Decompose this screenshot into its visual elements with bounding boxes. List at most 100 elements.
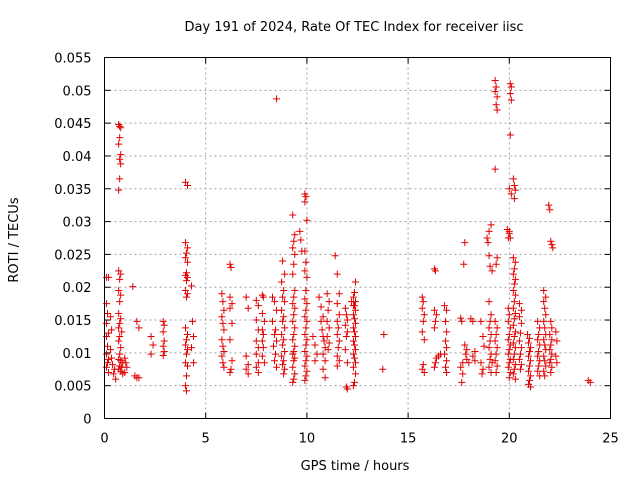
data-point	[341, 304, 349, 312]
data-point	[188, 344, 196, 352]
data-point	[334, 324, 342, 332]
data-point	[271, 357, 279, 365]
data-point	[524, 330, 532, 338]
data-point	[279, 293, 287, 301]
data-point	[534, 352, 542, 360]
data-point	[505, 311, 513, 319]
data-point	[430, 363, 438, 371]
data-point	[504, 317, 512, 325]
data-point	[254, 369, 262, 377]
y-tick-label: 0.005	[54, 380, 91, 395]
data-point	[547, 369, 555, 377]
x-tick-label: 5	[202, 432, 210, 447]
data-point	[315, 293, 323, 301]
data-point	[105, 355, 113, 363]
data-point	[516, 365, 524, 373]
data-point	[183, 290, 191, 298]
data-point	[516, 350, 524, 358]
chart-title: Day 191 of 2024, Rate Of TEC Index for r…	[184, 20, 523, 35]
data-point	[260, 359, 268, 367]
data-point	[108, 354, 116, 362]
data-point	[419, 361, 427, 369]
data-point	[431, 317, 439, 325]
data-point	[547, 317, 555, 325]
data-point	[302, 306, 310, 314]
data-point	[313, 350, 321, 358]
data-point	[457, 363, 465, 371]
data-point	[182, 350, 190, 358]
data-point	[183, 362, 191, 370]
data-point	[493, 362, 501, 370]
data-point	[534, 317, 542, 325]
data-point	[135, 324, 143, 332]
data-point	[419, 317, 427, 325]
data-point	[290, 311, 298, 319]
data-point	[252, 363, 260, 371]
data-point	[323, 332, 331, 340]
y-axis-ticks: 0 0.005 0.01 0.015 0.02 0.025 0.03 0.035 0.04 0.0…	[54, 52, 611, 428]
data-point	[115, 324, 123, 332]
data-point	[190, 359, 198, 367]
data-point	[116, 332, 124, 340]
data-point	[278, 278, 286, 286]
data-point	[491, 76, 499, 84]
data-point	[509, 287, 517, 295]
data-point	[181, 341, 189, 349]
data-point	[278, 352, 286, 360]
y-tick-label: 0.01	[63, 347, 92, 362]
data-point	[486, 262, 494, 270]
data-point	[280, 336, 288, 344]
data-point	[491, 88, 499, 96]
x-tick-label: 25	[602, 432, 619, 447]
data-point	[540, 367, 548, 375]
data-point	[351, 298, 359, 306]
data-point	[420, 336, 428, 344]
data-point	[291, 231, 299, 239]
data-point	[271, 330, 279, 338]
data-point	[291, 250, 299, 258]
data-point	[351, 370, 359, 378]
data-point	[515, 300, 523, 308]
data-point	[546, 359, 554, 367]
data-point	[220, 363, 228, 371]
data-point	[341, 346, 349, 354]
data-point	[586, 378, 594, 386]
data-point	[123, 363, 131, 371]
data-point	[510, 365, 518, 373]
data-point	[182, 277, 190, 285]
data-point	[258, 352, 266, 360]
data-point	[458, 317, 466, 325]
data-point	[430, 306, 438, 314]
data-point	[183, 258, 191, 266]
data-point	[350, 315, 358, 323]
data-point	[509, 254, 517, 262]
data-point	[280, 357, 288, 365]
data-point	[311, 341, 319, 349]
data-point	[112, 375, 120, 383]
data-point	[289, 211, 297, 219]
data-point	[487, 221, 495, 229]
data-point	[228, 319, 236, 327]
data-point	[115, 287, 123, 295]
data-point	[319, 313, 327, 321]
data-point	[431, 267, 439, 275]
data-point	[350, 378, 358, 386]
data-point	[479, 332, 487, 340]
data-point	[545, 201, 553, 209]
data-point	[465, 359, 473, 367]
data-point	[290, 293, 298, 301]
data-point	[511, 309, 519, 317]
data-point	[441, 350, 449, 358]
data-point	[104, 309, 112, 317]
data-point	[493, 344, 501, 352]
data-point	[526, 334, 534, 342]
data-point	[242, 352, 250, 360]
data-point	[226, 336, 234, 344]
data-point	[443, 369, 451, 377]
data-point	[540, 336, 548, 344]
data-point	[463, 346, 471, 354]
data-point	[511, 328, 519, 336]
data-point	[469, 352, 477, 360]
data-point	[278, 306, 286, 314]
